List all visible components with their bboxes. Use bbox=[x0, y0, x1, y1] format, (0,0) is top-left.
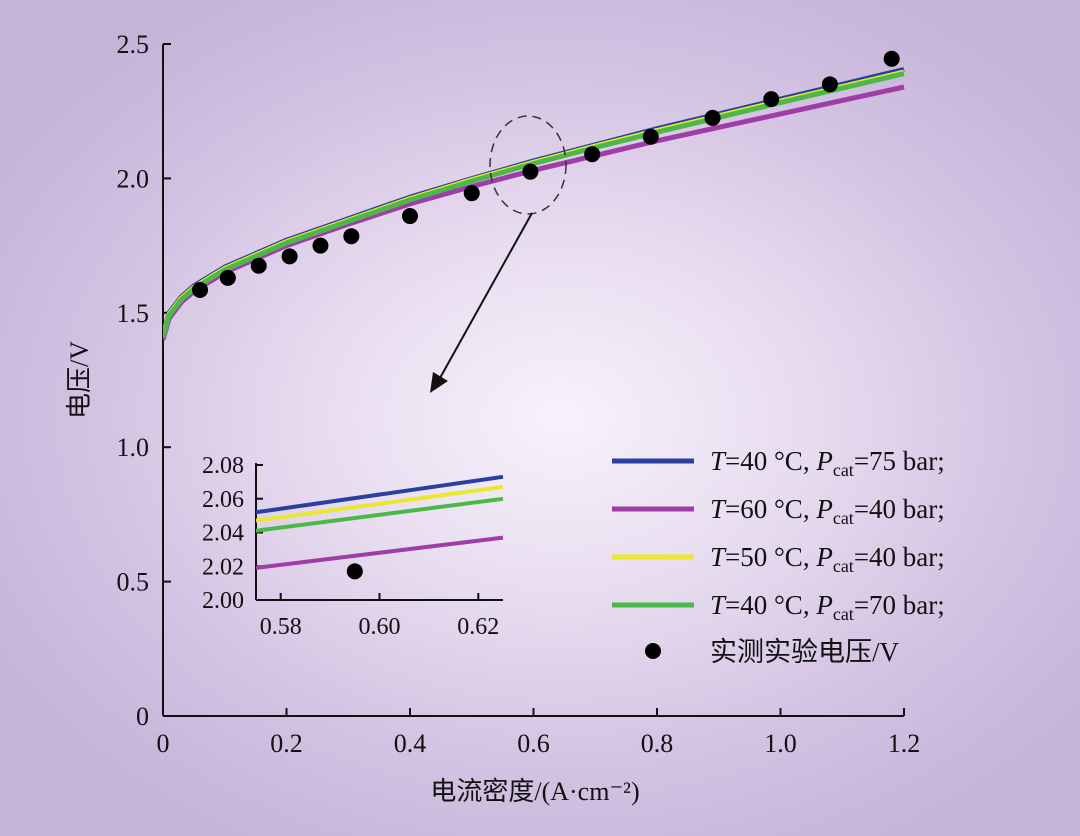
inset-y-tick-label: 2.00 bbox=[202, 588, 244, 614]
main-series-lines bbox=[163, 67, 905, 341]
y-tick-label: 2.0 bbox=[117, 164, 150, 193]
measured-point bbox=[642, 128, 659, 145]
x-axis-title: 电流密度/(A·cm⁻²) bbox=[430, 777, 639, 806]
measured-point bbox=[584, 146, 601, 163]
x-tick-label: 0.6 bbox=[517, 729, 550, 758]
zoom-region-ellipse bbox=[489, 115, 567, 215]
inset-y-tick-label: 2.08 bbox=[202, 453, 244, 479]
measured-point bbox=[219, 269, 236, 286]
measured-point bbox=[402, 208, 418, 225]
inset-x-tick-label: 0.62 bbox=[457, 614, 499, 640]
x-tick-label: 0.8 bbox=[641, 729, 674, 758]
series-line bbox=[163, 71, 905, 338]
measured-point bbox=[312, 237, 329, 254]
inset-series-line bbox=[256, 474, 504, 515]
measured-point bbox=[704, 109, 721, 126]
inset-y-tick-label: 2.04 bbox=[202, 521, 244, 547]
measured-point bbox=[281, 248, 298, 265]
inset-series-line bbox=[256, 484, 504, 523]
measured-point bbox=[343, 228, 360, 245]
inset-measured-point bbox=[346, 563, 363, 580]
inset-scatter-points bbox=[346, 563, 363, 580]
legend-label: T=50 °C, Pcat=40 bar; bbox=[710, 542, 945, 576]
inset-x-tick-label: 0.58 bbox=[260, 614, 302, 640]
main-scatter-points bbox=[192, 50, 900, 298]
inset-series-line bbox=[256, 496, 504, 533]
legend-label: T=40 °C, Pcat=75 bar; bbox=[710, 446, 945, 480]
x-tick-label: 0.4 bbox=[394, 729, 427, 758]
legend-label: T=40 °C, Pcat=70 bar; bbox=[710, 590, 945, 624]
inset-series-line bbox=[256, 535, 504, 570]
main-ticks: 0 0.2 0.4 0.6 0.8 1.0 1.2 0 0.5 1.0 1.5 2.0 2.5 bbox=[117, 30, 921, 758]
inset-y-tick-label: 2.06 bbox=[202, 487, 244, 513]
legend: T=40 °C, Pcat=75 bar; T=60 °C, Pcat=40 ba… bbox=[612, 446, 945, 667]
x-tick-label: 0.2 bbox=[270, 729, 303, 758]
measured-point bbox=[883, 50, 900, 67]
measured-point bbox=[821, 76, 838, 93]
zoom-arrow bbox=[430, 212, 533, 393]
measured-point bbox=[463, 185, 480, 202]
measured-point bbox=[192, 281, 209, 298]
legend-marker bbox=[645, 643, 661, 659]
y-tick-label: 0 bbox=[136, 702, 149, 731]
legend-label: T=60 °C, Pcat=40 bar; bbox=[710, 494, 945, 528]
y-tick-label: 1.0 bbox=[117, 433, 150, 462]
y-tick-label: 0.5 bbox=[117, 568, 150, 597]
x-tick-label: 1.0 bbox=[764, 729, 797, 758]
inset-ticks: 0.58 0.60 0.62 2.00 2.02 2.04 2.06 2.08 bbox=[202, 453, 499, 640]
measured-point bbox=[763, 91, 780, 108]
x-tick-label: 1.2 bbox=[888, 729, 921, 758]
legend-label: 实测实验电压/V bbox=[710, 637, 900, 667]
measured-point bbox=[250, 257, 267, 274]
inset-series-lines bbox=[256, 474, 504, 570]
y-tick-label: 2.5 bbox=[117, 30, 150, 59]
x-tick-label: 0 bbox=[157, 729, 170, 758]
inset-y-tick-label: 2.02 bbox=[202, 554, 244, 580]
inset-x-tick-label: 0.60 bbox=[359, 614, 401, 640]
y-axis-title: 电压/V bbox=[65, 341, 94, 419]
y-tick-label: 1.5 bbox=[117, 299, 150, 328]
measured-point bbox=[522, 163, 539, 180]
